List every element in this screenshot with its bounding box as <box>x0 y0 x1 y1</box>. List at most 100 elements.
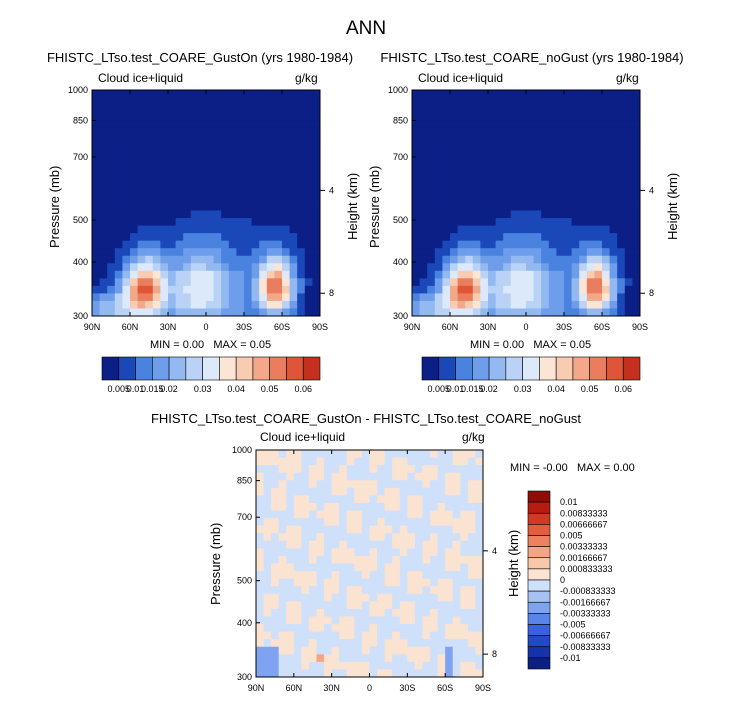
contour-cell <box>122 150 131 159</box>
contour-cell <box>301 457 310 466</box>
contour-cell <box>293 495 302 504</box>
contour-cell <box>369 518 378 527</box>
contour-cell <box>331 654 340 663</box>
contour-cell <box>256 502 265 512</box>
contour-cell <box>445 450 454 459</box>
contour-cell <box>259 187 268 196</box>
contour-cell <box>407 586 416 595</box>
contour-cell <box>361 669 370 678</box>
contour-cell <box>427 120 436 129</box>
contour-cell <box>465 165 474 174</box>
contour-cell <box>324 510 333 519</box>
contour-cell <box>293 510 302 519</box>
y-tick-label: 400 <box>393 257 408 267</box>
contour-cell <box>289 105 298 114</box>
contour-cell <box>392 495 401 504</box>
contour-cell <box>221 180 230 189</box>
contour-cell <box>221 240 230 249</box>
contour-cell <box>160 172 169 181</box>
contour-cell <box>632 187 641 196</box>
contour-cell <box>632 97 641 106</box>
contour-cell <box>92 180 101 189</box>
contour-cell <box>586 263 595 272</box>
contour-cell <box>430 593 439 602</box>
contour-cell <box>564 225 573 234</box>
contour-cell <box>293 624 302 633</box>
contour-cell <box>422 533 431 542</box>
contour-cell <box>369 654 378 663</box>
contour-cell <box>571 135 580 144</box>
contour-cell <box>236 195 245 204</box>
contour-cell <box>526 293 535 302</box>
contour-cell <box>460 616 469 625</box>
contour-cell <box>467 616 476 625</box>
contour-cell <box>137 210 146 219</box>
contour-cell <box>137 187 146 196</box>
contour-cell <box>632 308 641 317</box>
contour-cell <box>316 646 325 655</box>
contour-cell <box>160 233 169 242</box>
contour-cell <box>175 97 184 106</box>
contour-cell <box>213 142 222 151</box>
contour-cell <box>419 112 428 121</box>
contour-cell <box>206 308 215 317</box>
contour-cell <box>503 308 512 317</box>
contour-cell <box>437 457 446 466</box>
contour-cell <box>495 187 504 196</box>
contour-cell <box>259 210 268 219</box>
contour-cell <box>274 270 283 279</box>
contour-cell <box>339 540 348 549</box>
contour-cell <box>369 593 378 602</box>
contour-cell <box>450 120 459 129</box>
contour-cell <box>526 120 535 129</box>
contour-cell <box>244 293 253 302</box>
contour-cell <box>571 225 580 234</box>
contour-cell <box>312 270 321 279</box>
contour-cell <box>548 97 557 106</box>
contour-cell <box>579 203 588 212</box>
contour-cell <box>480 127 489 136</box>
contour-cell <box>442 210 451 219</box>
contour-cell <box>354 450 363 459</box>
contour-cell <box>183 225 192 234</box>
contour-cell <box>251 263 260 272</box>
contour-cell <box>236 187 245 196</box>
contour-cell <box>548 203 557 212</box>
contour-cell <box>206 165 215 174</box>
contour-cell <box>289 308 298 317</box>
contour-cell <box>297 150 306 159</box>
contour-cell <box>308 586 318 595</box>
contour-cell <box>99 157 108 166</box>
contour-cell <box>198 203 207 212</box>
contour-cell <box>430 601 439 610</box>
contour-cell <box>407 608 416 617</box>
contour-cell <box>346 571 355 580</box>
contour-cell <box>271 472 280 481</box>
y-tick-label: 850 <box>237 476 252 486</box>
contour-cell <box>304 195 313 204</box>
contour-cell <box>346 510 355 519</box>
contour-cell <box>297 308 306 317</box>
contour-cell <box>213 218 222 227</box>
contour-cell <box>259 150 268 159</box>
contour-cell <box>289 248 298 257</box>
contour-cell <box>221 218 230 227</box>
contour-cell <box>271 540 280 549</box>
contour-cell <box>221 293 230 302</box>
contour-cell <box>316 450 325 459</box>
contour-cell <box>533 240 542 249</box>
contour-cell <box>445 518 454 527</box>
contour-cell <box>130 225 139 234</box>
contour-cell <box>399 563 408 572</box>
contour-cell <box>632 225 641 234</box>
contour-cell <box>183 172 192 181</box>
contour-cell <box>430 654 439 663</box>
colorbar-swatch <box>527 501 551 514</box>
contour-cell <box>304 187 313 196</box>
contour-cell <box>377 624 386 633</box>
contour-cell <box>263 548 272 557</box>
contour-cell <box>198 142 207 151</box>
contour-cell <box>213 225 222 234</box>
contour-cell <box>377 639 386 648</box>
contour-cell <box>271 586 280 595</box>
